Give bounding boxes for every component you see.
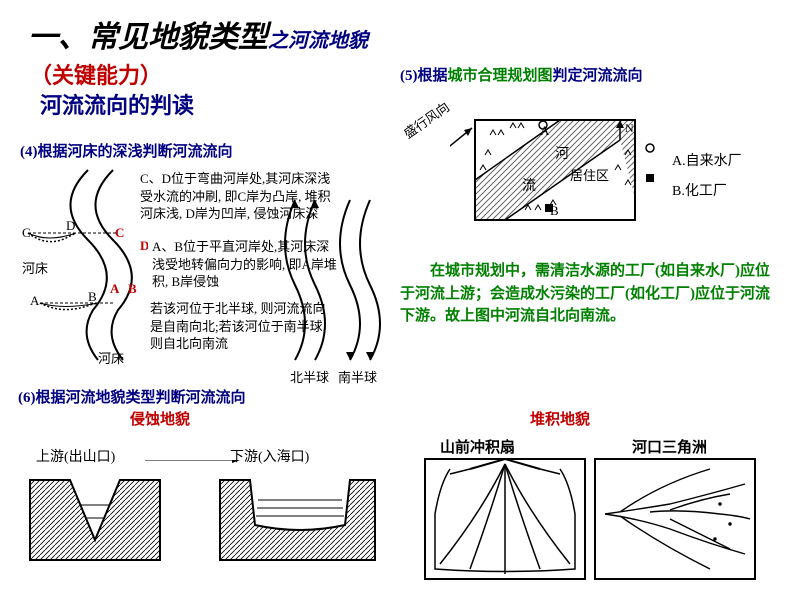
erosion-label: 侵蚀地貌 bbox=[130, 408, 190, 429]
section5-hl: 城市合理规划图 bbox=[448, 68, 553, 84]
main-title: 一、常见地貌类型之河流地貌 bbox=[28, 12, 368, 56]
erosion-diagram bbox=[20, 460, 380, 580]
letter-a: A bbox=[30, 293, 40, 308]
city-explanation: 在城市规划中，需清洁水源的工厂(如自来水厂)应位于河流上游；会造成水污染的工厂(… bbox=[400, 260, 770, 328]
map-a: A bbox=[540, 123, 550, 138]
section4-title: (4)根据河床的深浅判断河流流向 bbox=[20, 140, 233, 161]
section5-title: (5)根据城市合理规划图判定河流流向 bbox=[400, 64, 643, 85]
letter-d2: D bbox=[140, 238, 148, 253]
river-curve-diagram: C D C D A B A B bbox=[18, 165, 148, 365]
key-ability: （关键能力） bbox=[30, 58, 162, 90]
letter-n: N bbox=[625, 121, 634, 135]
letter-b2: B bbox=[128, 281, 137, 296]
letter-a2: A bbox=[110, 281, 120, 296]
hemisphere-south: 南半球 bbox=[338, 367, 377, 386]
deposit-label: 堆积地貌 bbox=[530, 408, 590, 429]
hemisphere-north: 北半球 bbox=[290, 367, 329, 386]
deposit-diagram bbox=[420, 454, 760, 584]
legend-b: B.化工厂 bbox=[672, 180, 727, 200]
letter-d: D bbox=[66, 218, 75, 233]
reading-subtitle: 河流流向的判读 bbox=[40, 88, 194, 120]
map-res: 居住区 bbox=[570, 168, 609, 183]
section5-rest: 判定河流流向 bbox=[553, 68, 643, 84]
section5-num: (5)根据 bbox=[400, 68, 448, 84]
title-main: 一、常见地貌类型 bbox=[28, 21, 268, 54]
letter-c2: C bbox=[115, 225, 124, 240]
map-river: 河 bbox=[555, 146, 569, 162]
letter-b: B bbox=[88, 289, 97, 304]
wind-label: 盛行风向 bbox=[399, 97, 453, 142]
section6-title: (6)根据河流地貌类型判断河流流向 bbox=[18, 386, 246, 407]
legend-a: A.自来水厂 bbox=[672, 150, 742, 170]
hemisphere-curves bbox=[280, 195, 390, 365]
title-suffix: 之河流地貌 bbox=[268, 30, 368, 52]
city-planning-map: N A 河 流 居住区 B bbox=[450, 100, 660, 230]
map-flow: 流 bbox=[522, 178, 536, 194]
